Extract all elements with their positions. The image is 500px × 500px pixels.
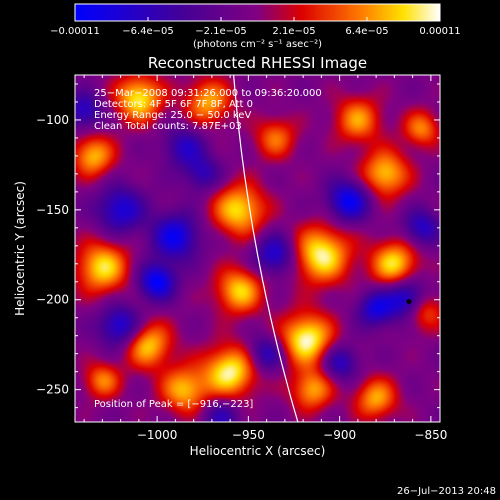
- plot-frame: [74, 74, 441, 423]
- peak-marker: [406, 299, 412, 305]
- annotation-clean-counts: Clean Total counts: 7.87E+03: [94, 121, 242, 132]
- chart-title: Reconstructed RHESSI Image: [148, 54, 367, 72]
- heatmap-image: [75, 75, 440, 422]
- x-tick-label: −950: [232, 428, 265, 442]
- min-dot: [406, 299, 412, 305]
- solar-limb-line: [233, 75, 299, 422]
- colorbar-tick-label: 6.4e−05: [345, 26, 388, 37]
- colorbar-tick-label: 2.1e−05: [272, 26, 315, 37]
- x-axis-label: Heliocentric X (arcsec): [190, 444, 326, 458]
- colorbar-tick-label: −2.1e−05: [195, 26, 247, 37]
- colorbar-tick-label: 0.00011: [419, 26, 460, 37]
- annotation-detectors: Detectors: 4F 5F 6F 7F 8F, Att 0: [94, 99, 253, 110]
- colorbar-tick-label: −6.4e−05: [122, 26, 174, 37]
- colorbar-frame: [74, 3, 441, 22]
- peak-position-label: Position of Peak = [−916,−223]: [94, 399, 253, 410]
- colorbar-units: (photons cm⁻² s⁻¹ asec⁻²): [193, 39, 322, 50]
- colorbar-ticks: −0.00011 −6.4e−05 −2.1e−05 2.1e−05 6.4e−05 0.…: [50, 17, 461, 37]
- colorbar-tick-label: −0.00011: [50, 26, 100, 37]
- plot-area: [75, 75, 440, 422]
- annotation-energy-range: Energy Range: 25.0 − 50.0 keV: [94, 110, 251, 121]
- x-axis-ticks: −1000 −950 −900 −850: [83, 75, 447, 442]
- x-tick-label: −900: [323, 428, 356, 442]
- y-axis-label: Heliocentric Y (arcsec): [13, 181, 27, 316]
- x-tick-label: −1000: [137, 428, 178, 442]
- annotation-time-range: 25−Mar−2008 09:31:26.000 to 09:36:20.000: [94, 88, 322, 99]
- y-tick-label: −200: [36, 293, 69, 307]
- y-axis-ticks: −250 −200 −150 −100: [36, 83, 440, 409]
- x-tick-label: −850: [414, 428, 447, 442]
- annotation-block: 25−Mar−2008 09:31:26.000 to 09:36:20.000…: [94, 88, 322, 132]
- y-tick-label: −250: [36, 383, 69, 397]
- y-tick-label: −100: [36, 113, 69, 127]
- y-tick-label: −150: [36, 203, 69, 217]
- colorbar: −0.00011 −6.4e−05 −2.1e−05 2.1e−05 6.4e−05 0.…: [50, 3, 461, 50]
- colorbar-gradient: [75, 4, 440, 21]
- footer-date: 26−Jul−2013 20:48: [397, 486, 496, 497]
